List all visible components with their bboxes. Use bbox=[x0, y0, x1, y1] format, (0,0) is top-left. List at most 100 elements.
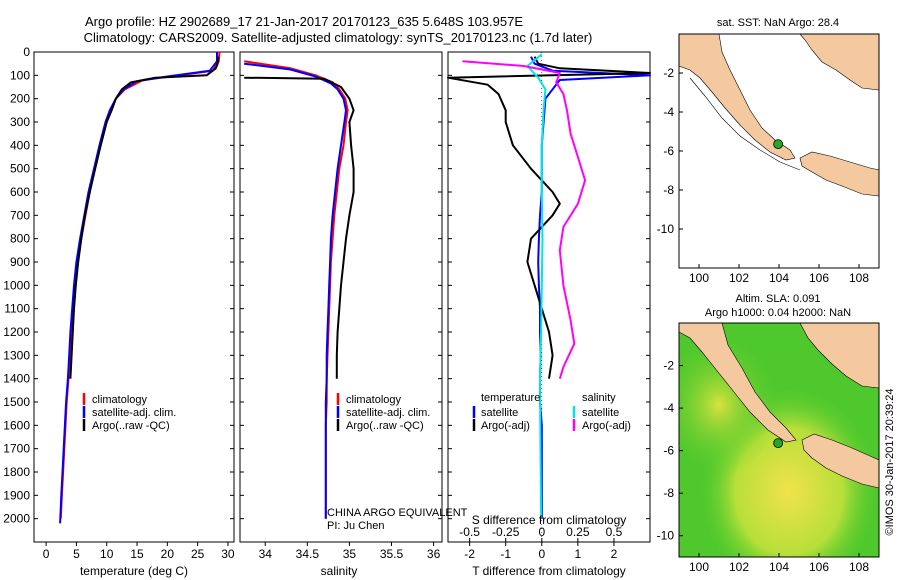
land-borneo-malaysia bbox=[799, 33, 880, 91]
x-tick-label: 36 bbox=[427, 547, 441, 561]
x-tick-label: 25 bbox=[191, 547, 205, 561]
y-tick-label: 1300 bbox=[3, 348, 30, 362]
series-line-blue-satellite-adj-clim bbox=[244, 62, 347, 519]
x-tick-label: 34 bbox=[259, 547, 273, 561]
y-tick-label: 900 bbox=[10, 255, 30, 269]
series-line-red-climatology bbox=[244, 60, 349, 519]
y-tick-label: 100 bbox=[10, 68, 30, 82]
legend-label-s-satellite: satellite bbox=[582, 407, 619, 419]
profile-series bbox=[59, 51, 651, 524]
legend-label-t-satellite: satellite bbox=[481, 407, 518, 419]
y-tick-label: 700 bbox=[10, 208, 30, 222]
land-borneo-malaysia bbox=[799, 322, 880, 389]
salinity-panel-frame bbox=[239, 51, 443, 543]
sla-map-ticks: 100 102 104 106 108 -2 -4 -6 -8 -10 bbox=[657, 359, 870, 574]
figure-title: Argo profile: HZ 2902689_17 21-Jan-2017 … bbox=[85, 14, 523, 29]
y-tick-label: 400 bbox=[10, 138, 30, 152]
figure-subtitle: Climatology: CARS2009. Satellite-adjuste… bbox=[84, 30, 593, 45]
legend-header-salinity: salinity bbox=[582, 392, 616, 404]
legend-label-satellite-adj: satellite-adj. clim. bbox=[92, 407, 176, 419]
x-tick-label: 0 bbox=[538, 547, 545, 561]
map-y-tick-label: -10 bbox=[657, 529, 675, 543]
x-tick-label: 15 bbox=[130, 547, 144, 561]
temperature-axis-label: temperature (deg C) bbox=[80, 564, 188, 578]
annotation-china-argo: CHINA ARGO EQUIVALENT bbox=[327, 507, 468, 519]
map-x-tick-label: 108 bbox=[849, 560, 869, 574]
x2-tick-label: -0.25 bbox=[492, 525, 520, 539]
argo-float-marker bbox=[773, 139, 784, 150]
map-y-tick-label: -8 bbox=[663, 486, 674, 500]
map-y-tick-label: -6 bbox=[663, 144, 674, 158]
map-x-tick-label: 100 bbox=[689, 271, 709, 285]
series-line-magenta-argo-adj bbox=[462, 60, 587, 379]
series-line-black-argo-raw-qc bbox=[244, 76, 355, 379]
legend-label-argo: Argo(..raw -QC) bbox=[92, 420, 170, 432]
x-tick-label: -2 bbox=[464, 547, 475, 561]
series-line-black-argo-raw-qc bbox=[69, 56, 220, 379]
y-tick-label: 800 bbox=[10, 232, 30, 246]
x-tick-label: 35 bbox=[343, 547, 357, 561]
x-tick-label: 10 bbox=[100, 547, 114, 561]
difference-panel-frame bbox=[447, 51, 651, 543]
y-tick-label: 600 bbox=[10, 185, 30, 199]
x2-tick-label: 0.5 bbox=[606, 525, 623, 539]
series-line-blue-satellite bbox=[530, 56, 651, 519]
y-tick-label: 0 bbox=[23, 45, 30, 59]
map-y-tick-label: -2 bbox=[663, 359, 674, 373]
x-tick-label: -1 bbox=[500, 547, 511, 561]
sst-map-ticks: 100 102 104 106 108 -2 -4 -6 -8 -10 bbox=[657, 66, 870, 285]
x2-tick-label: -0.5 bbox=[459, 525, 480, 539]
map-y-tick-label: -4 bbox=[663, 105, 674, 119]
x-tick-label: 0 bbox=[43, 547, 50, 561]
x-tick-label: 5 bbox=[73, 547, 80, 561]
difference-legend: temperature salinity satellite Argo(-adj… bbox=[472, 392, 631, 432]
y-tick-label: 1900 bbox=[3, 488, 30, 502]
x-tick-label: 35.5 bbox=[380, 547, 404, 561]
map-x-tick-label: 104 bbox=[769, 271, 789, 285]
salinity-legend: climatology satellite-adj. clim. Argo(..… bbox=[336, 393, 430, 432]
map-x-tick-label: 102 bbox=[729, 560, 749, 574]
x-tick-label: 20 bbox=[161, 547, 175, 561]
s-difference-axis-label: S difference from climatology bbox=[472, 513, 627, 527]
y-tick-label: 200 bbox=[10, 92, 30, 106]
legend-label-climatology: climatology bbox=[346, 394, 402, 406]
map-y-tick-label: -4 bbox=[663, 401, 674, 415]
y-tick-label: 2000 bbox=[3, 512, 30, 526]
map-y-tick-label: -10 bbox=[657, 222, 675, 236]
temperature-legend: climatology satellite-adj. clim. Argo(..… bbox=[82, 393, 176, 432]
map-y-tick-label: -8 bbox=[663, 183, 674, 197]
y-tick-label: 500 bbox=[10, 162, 30, 176]
annotation-pi: PI: Ju Chen bbox=[327, 520, 384, 532]
y-tick-label: 1200 bbox=[3, 325, 30, 339]
sst-map-title: sat. SST: NaN Argo: 28.4 bbox=[717, 17, 839, 29]
y-tick-label: 1100 bbox=[4, 302, 30, 316]
t-difference-axis-label: T difference from climatology bbox=[472, 564, 626, 578]
y-tick-label: 1700 bbox=[3, 442, 30, 456]
x-tick-label: 30 bbox=[221, 547, 235, 561]
temperature-panel-frame bbox=[33, 51, 235, 543]
legend-label-argo: Argo(..raw -QC) bbox=[346, 420, 424, 432]
argo-float-marker bbox=[773, 438, 784, 449]
x-tick-label: 1 bbox=[575, 547, 582, 561]
imos-timestamp: ©IMOS 30-Jan-2017 20:39:24 bbox=[884, 389, 896, 536]
map-x-tick-label: 106 bbox=[809, 271, 829, 285]
y-tick-label: 1500 bbox=[3, 395, 30, 409]
sla-map bbox=[678, 322, 880, 558]
land-sumatra bbox=[678, 322, 797, 443]
axis-ticks: 0 5 10 15 20 25 300100200300400500600700800900… bbox=[3, 45, 650, 561]
map-x-tick-label: 102 bbox=[729, 271, 749, 285]
series-line-blue-satellite-adj-clim bbox=[59, 52, 218, 524]
legend-header-temperature: temperature bbox=[481, 392, 540, 404]
sla-map-title: Altim. SLA: 0.091 bbox=[736, 293, 821, 305]
map-x-tick-label: 100 bbox=[689, 560, 709, 574]
salinity-axis-label: salinity bbox=[321, 564, 358, 578]
map-x-tick-label: 104 bbox=[769, 560, 789, 574]
legend-label-satellite-adj: satellite-adj. clim. bbox=[346, 407, 430, 419]
legend-label-climatology: climatology bbox=[92, 394, 148, 406]
legend-label-t-argo: Argo(-adj) bbox=[481, 420, 530, 432]
coastline-contour bbox=[689, 77, 801, 171]
y-tick-label: 1600 bbox=[3, 418, 30, 432]
sst-map bbox=[678, 33, 880, 269]
map-y-tick-label: -6 bbox=[663, 444, 674, 458]
